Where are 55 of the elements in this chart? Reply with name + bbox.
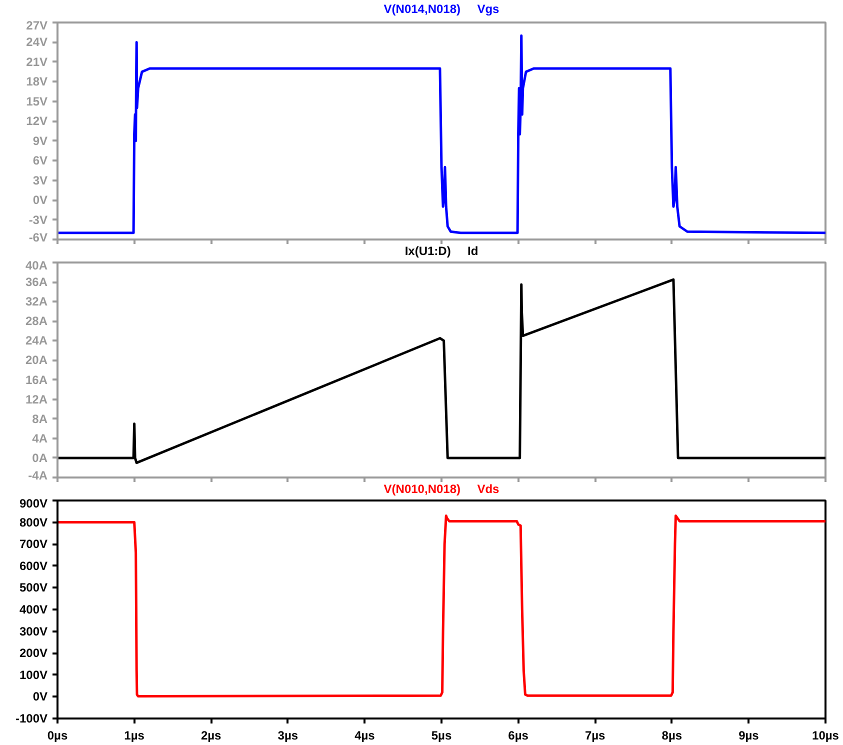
y-tick-label: 36A bbox=[25, 275, 48, 290]
line-series bbox=[58, 34, 826, 234]
chart-title: Vds bbox=[477, 482, 500, 496]
y-tick-label: -3V bbox=[28, 212, 48, 227]
x-tick-label: 2µs bbox=[200, 728, 222, 742]
chart-title: Id bbox=[468, 244, 478, 258]
x-tick-label: 6µs bbox=[508, 728, 529, 742]
y-tick-label: 24V bbox=[26, 35, 48, 50]
x-tick-label: 10µs bbox=[812, 728, 840, 742]
y-tick-label: 900V bbox=[19, 496, 48, 510]
x-tick-label: 4µs bbox=[354, 728, 376, 742]
y-tick-label: 100V bbox=[19, 668, 48, 682]
chart-title: Vgs bbox=[477, 2, 500, 16]
text: Ix(U1:D) bbox=[404, 244, 451, 258]
x-tick-label: 1µs bbox=[124, 728, 145, 742]
y-tick-label: 15V bbox=[26, 94, 48, 108]
y-tick-label: 800V bbox=[19, 515, 48, 530]
y-tick-label: 12V bbox=[26, 114, 48, 128]
y-tick-label: 4A bbox=[32, 431, 48, 446]
x-tick-label: 5µs bbox=[431, 728, 452, 742]
x-tick-label: 9µs bbox=[738, 728, 760, 742]
y-tick-label: 500V bbox=[19, 580, 48, 595]
y-tick-label: 8A bbox=[32, 412, 48, 426]
y-tick-label: 0V bbox=[32, 690, 48, 704]
y-tick-label: 32A bbox=[25, 294, 48, 309]
y-tick-label: 27V bbox=[26, 18, 48, 32]
y-tick-label: 20A bbox=[25, 353, 48, 368]
y-tick-label: 700V bbox=[19, 537, 48, 552]
y-tick-label: 0V bbox=[32, 193, 48, 208]
y-tick-label: -100V bbox=[15, 712, 48, 726]
y-tick-label: 24A bbox=[25, 334, 48, 348]
y-tick-label: 0A bbox=[32, 450, 48, 465]
y-tick-label: 600V bbox=[19, 558, 48, 573]
x-tick-label: 7µs bbox=[584, 728, 606, 742]
y-tick-label: 18V bbox=[26, 74, 48, 89]
y-tick-label: 9V bbox=[32, 134, 48, 148]
y-tick-label: 400V bbox=[19, 602, 48, 616]
y-tick-label: 21V bbox=[26, 54, 48, 69]
x-tick-label: 8µs bbox=[662, 728, 682, 742]
line-series bbox=[58, 278, 826, 464]
text: V(N010,N018) bbox=[384, 482, 461, 496]
y-tick-label: 40A bbox=[25, 258, 48, 272]
y-tick-label: -4A bbox=[28, 468, 48, 482]
y-tick-label: -6V bbox=[28, 230, 48, 244]
x-tick-label: 0µs bbox=[47, 728, 68, 742]
y-tick-label: 3V bbox=[32, 173, 48, 188]
y-tick-label: 300V bbox=[19, 624, 48, 638]
y-tick-label: 6V bbox=[32, 154, 48, 168]
y-tick-label: 16A bbox=[25, 372, 48, 387]
text: V(N014,N018) bbox=[384, 2, 461, 16]
line-series bbox=[58, 514, 826, 698]
y-tick-label: 12A bbox=[25, 392, 48, 406]
y-tick-label: 200V bbox=[19, 646, 48, 660]
x-tick-label: 3µs bbox=[278, 728, 298, 742]
y-tick-label: 28A bbox=[25, 314, 48, 328]
